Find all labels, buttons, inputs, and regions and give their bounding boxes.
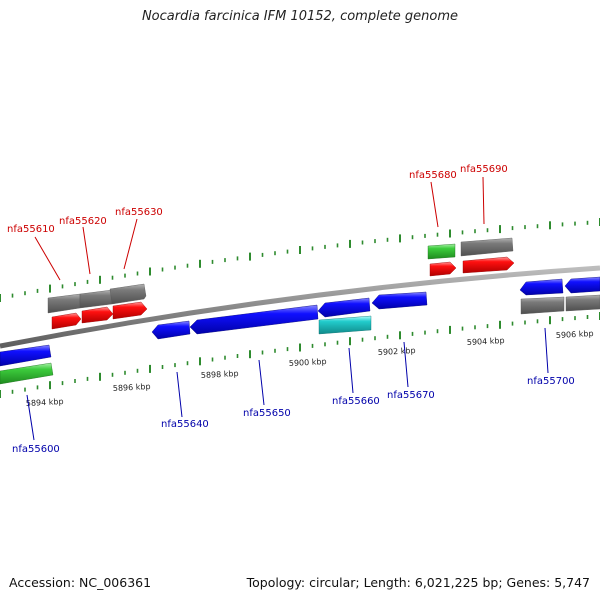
forward-cds-track	[51, 256, 515, 330]
cds-nfa55630[interactable]	[112, 301, 148, 320]
cds-nfa55670[interactable]	[371, 291, 428, 310]
misc-feature-nfa55660[interactable]	[318, 315, 372, 335]
scale-label-5904: 5904 kbp	[467, 336, 505, 347]
map-title: Nocardia farcinica IFM 10152, complete g…	[141, 9, 459, 24]
rna-track	[0, 243, 456, 385]
reverse-label-leaders	[26, 327, 549, 441]
gene-nfa55700-track[interactable]	[520, 296, 565, 315]
cds-next-partial[interactable]	[564, 276, 600, 294]
upper-tick-row	[0, 218, 600, 302]
label-nfa55670[interactable]: nfa55670	[387, 390, 435, 401]
label-nfa55610[interactable]: nfa55610	[7, 224, 55, 235]
label-nfa55680[interactable]: nfa55680	[409, 170, 457, 181]
label-nfa55630[interactable]: nfa55630	[115, 207, 163, 218]
label-nfa55650[interactable]: nfa55650	[243, 408, 291, 419]
gene-next-track[interactable]	[565, 294, 600, 312]
scale-label-5898: 5898 kbp	[201, 369, 239, 380]
label-nfa55660[interactable]: nfa55660	[332, 396, 380, 407]
cds-nfa55640[interactable]	[151, 320, 191, 340]
gene-nfa55630-track[interactable]	[109, 283, 147, 305]
label-nfa55620[interactable]: nfa55620	[59, 216, 107, 227]
scale-label-5900: 5900 kbp	[289, 357, 327, 368]
forward-gene-track	[47, 237, 514, 314]
lower-tick-row	[0, 312, 600, 398]
scale-label-5906: 5906 kbp	[556, 329, 594, 340]
forward-label-leaders	[34, 176, 485, 281]
reverse-cds-track	[0, 276, 600, 367]
label-nfa55640[interactable]: nfa55640	[161, 419, 209, 430]
genome-summary-text: Topology: circular; Length: 6,021,225 bp…	[246, 575, 590, 590]
cds-nfa55690[interactable]	[462, 256, 515, 274]
cds-nfa55660[interactable]	[317, 297, 371, 318]
label-nfa55690[interactable]: nfa55690	[460, 164, 508, 175]
reverse-gene-track	[520, 294, 600, 315]
cds-nfa55680[interactable]	[429, 261, 457, 277]
cds-nfa55610[interactable]	[51, 312, 82, 330]
gene-nfa55620-track[interactable]	[79, 289, 113, 309]
label-nfa55700[interactable]: nfa55700	[527, 376, 575, 387]
rna-feature-reverse[interactable]	[0, 362, 54, 385]
cds-nfa55700[interactable]	[519, 278, 564, 296]
cds-nfa55620[interactable]	[81, 306, 114, 324]
accession-text: Accession: NC_006361	[9, 575, 152, 590]
gene-nfa55690-track[interactable]	[460, 237, 514, 257]
label-nfa55600[interactable]: nfa55600	[12, 444, 60, 455]
scale-label-5896: 5896 kbp	[113, 382, 151, 393]
scale-label-5902: 5902 kbp	[378, 346, 416, 357]
cds-nfa55650[interactable]	[189, 304, 319, 335]
scale-label-5894: 5894 kbp	[26, 397, 64, 408]
genome-backbone	[0, 265, 600, 349]
gene-nfa55610-track[interactable]	[47, 293, 81, 314]
cds-nfa55600[interactable]	[0, 344, 52, 367]
rna-feature-forward[interactable]	[427, 243, 456, 260]
